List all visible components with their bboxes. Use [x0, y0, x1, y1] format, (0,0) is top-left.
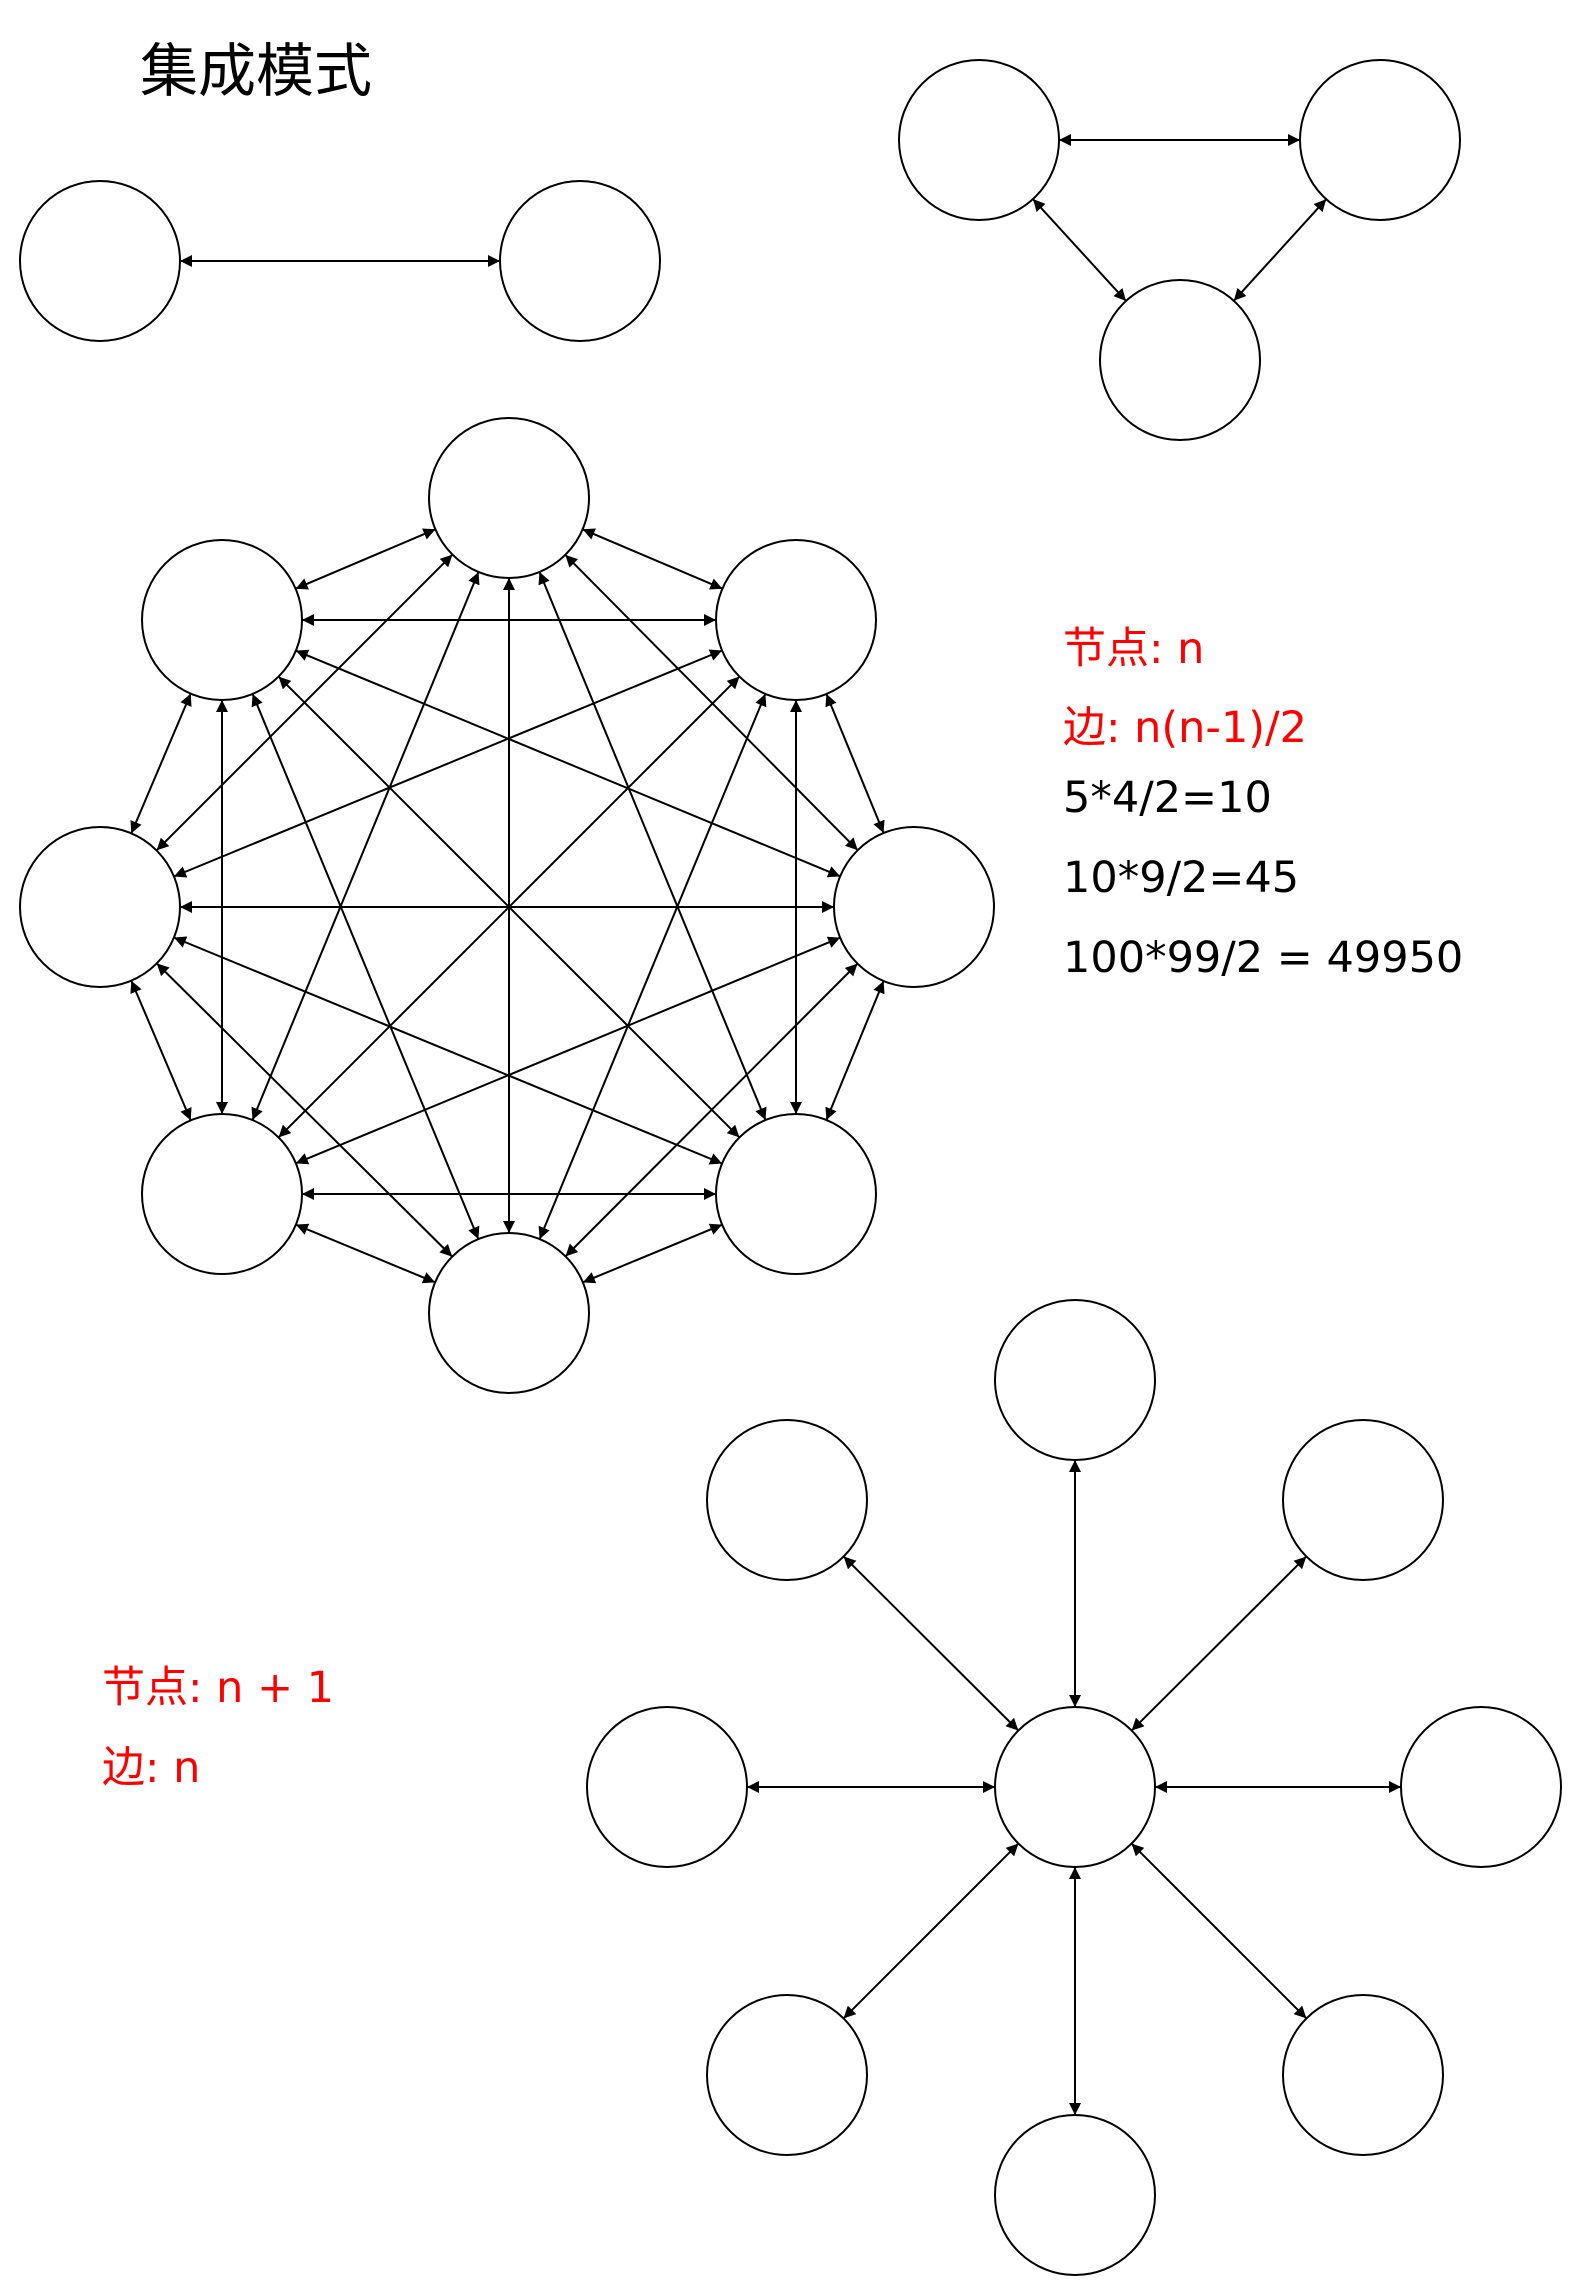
triangle-node-3	[1099, 279, 1261, 441]
triangle-edge-2-3	[1233, 198, 1327, 302]
mesh-edges-formula: 边: n(n-1)/2	[1063, 703, 1307, 753]
mesh-node-5	[428, 1232, 590, 1394]
star-leaf-node-6	[706, 1994, 868, 2156]
star-leaf-node-8	[706, 1419, 868, 1581]
star-hub-node	[994, 1706, 1156, 1868]
mesh-edge-6-7	[130, 980, 192, 1121]
mesh-edge-1-2	[582, 528, 723, 590]
page-title: 集成模式	[140, 37, 373, 105]
mesh-edge-3-4	[825, 980, 885, 1121]
star-edge-8	[842, 1555, 1020, 1732]
mesh-example-100: 100*99/2 = 49950	[1063, 933, 1464, 983]
mesh-node-1	[428, 417, 590, 579]
mesh-node-2	[715, 539, 877, 701]
star-leaf-node-4	[1282, 1994, 1444, 2156]
mesh-node-8	[141, 539, 303, 701]
triangle-edge-1-3	[1032, 198, 1127, 302]
pair-node-2	[499, 180, 661, 342]
star-edge-6	[842, 1842, 1020, 2020]
mesh-edge-5-8	[251, 693, 480, 1240]
star-leaf-node-1	[994, 1299, 1156, 1461]
star-leaf-node-2	[1282, 1419, 1444, 1581]
mesh-example-5: 5*4/2=10	[1063, 773, 1272, 823]
mesh-node-3	[833, 826, 995, 988]
triangle-node-2	[1299, 59, 1461, 221]
mesh-node-7	[19, 826, 181, 988]
star-edges-formula: 边: n	[102, 1743, 201, 1793]
mesh-edge-5-6	[295, 1223, 436, 1284]
star-leaf-node-5	[994, 2114, 1156, 2276]
mesh-edge-4-5	[582, 1223, 723, 1284]
star-leaf-node-7	[586, 1706, 748, 1868]
mesh-node-6	[141, 1113, 303, 1275]
mesh-edge-7-8	[130, 693, 192, 834]
mesh-nodes-formula: 节点: n	[1063, 624, 1205, 674]
mesh-edge-1-8	[295, 528, 436, 590]
mesh-example-10: 10*9/2=45	[1063, 853, 1300, 903]
mesh-edge-2-3	[825, 693, 885, 834]
pair-node-1	[19, 180, 181, 342]
star-nodes-formula: 节点: n + 1	[102, 1663, 335, 1713]
triangle-node-1	[898, 59, 1060, 221]
star-leaf-node-3	[1400, 1706, 1562, 1868]
mesh-node-4	[715, 1113, 877, 1275]
star-edge-4	[1130, 1842, 1308, 2020]
star-edge-2	[1130, 1555, 1308, 1732]
